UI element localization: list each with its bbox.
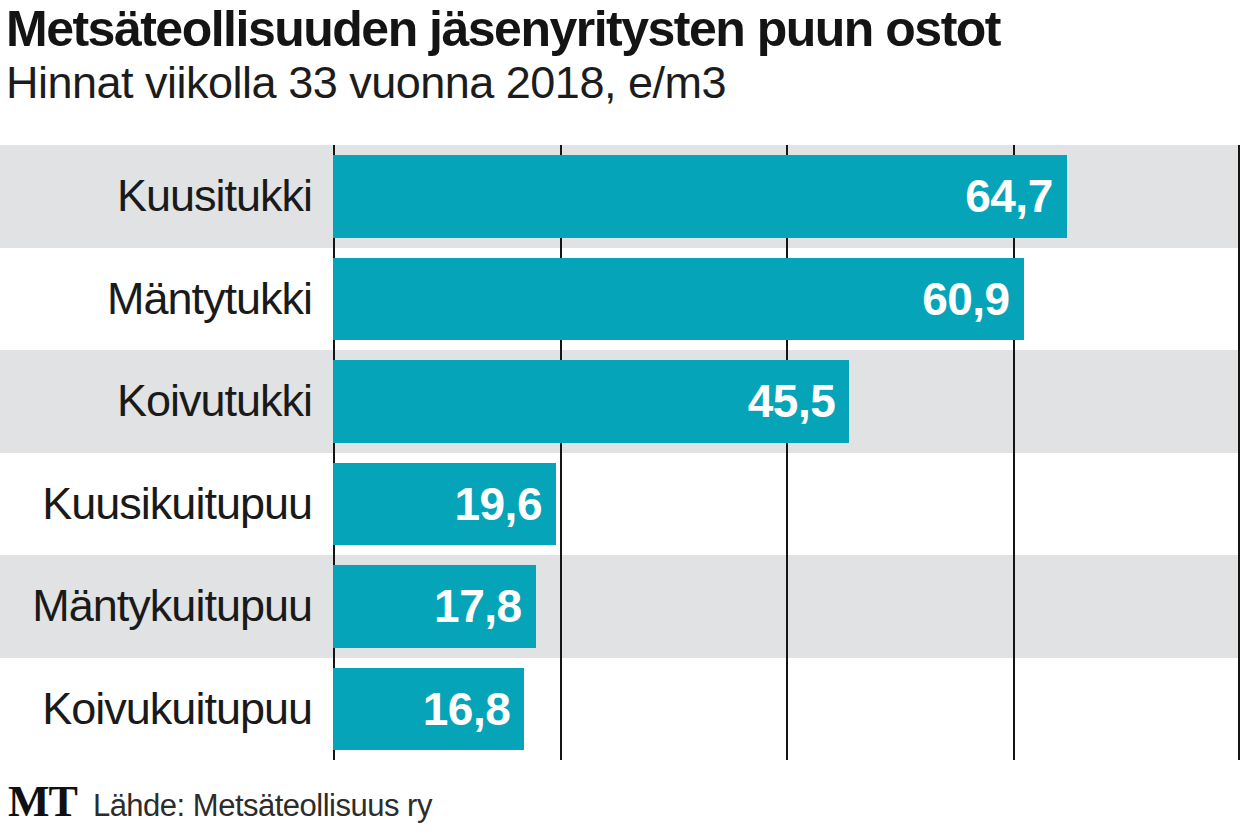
bar-value-6: 16,8 [423,682,525,736]
bar-value-3: 45,5 [748,374,850,428]
bar-4: 19,6 [333,463,556,546]
bar-3: 45,5 [333,360,849,443]
footer: MT Lähde: Metsäteollisuus ry [8,778,432,826]
bar-5: 17,8 [333,565,536,648]
chart-subtitle: Hinnat viikolla 33 vuonna 2018, e/m3 [6,58,1240,108]
category-label-5: Mäntykuitupuu [0,555,312,658]
category-label-3: Koivutukki [0,350,312,453]
bar-value-2: 60,9 [922,272,1024,326]
bar-value-1: 64,7 [965,169,1067,223]
chart-title: Metsäteollisuuden jäsenyritysten puun os… [6,0,1240,58]
category-label-1: Kuusitukki [0,145,312,248]
category-label-6: Koivukuitupuu [0,658,312,761]
bar-value-5: 17,8 [434,579,536,633]
mt-logo: MT [8,778,77,826]
category-label-4: Kuusikuitupuu [0,453,312,556]
source-label: Lähde: Metsäteollisuus ry [93,788,432,824]
chart: Kuusitukki 64,7 Mäntytukki 60,9 Koivutukki 45… [0,145,1240,760]
bar-6: 16,8 [333,668,524,751]
bar-2: 60,9 [333,258,1024,341]
bar-value-4: 19,6 [454,477,556,531]
bar-1: 64,7 [333,155,1067,238]
category-label-2: Mäntytukki [0,248,312,351]
